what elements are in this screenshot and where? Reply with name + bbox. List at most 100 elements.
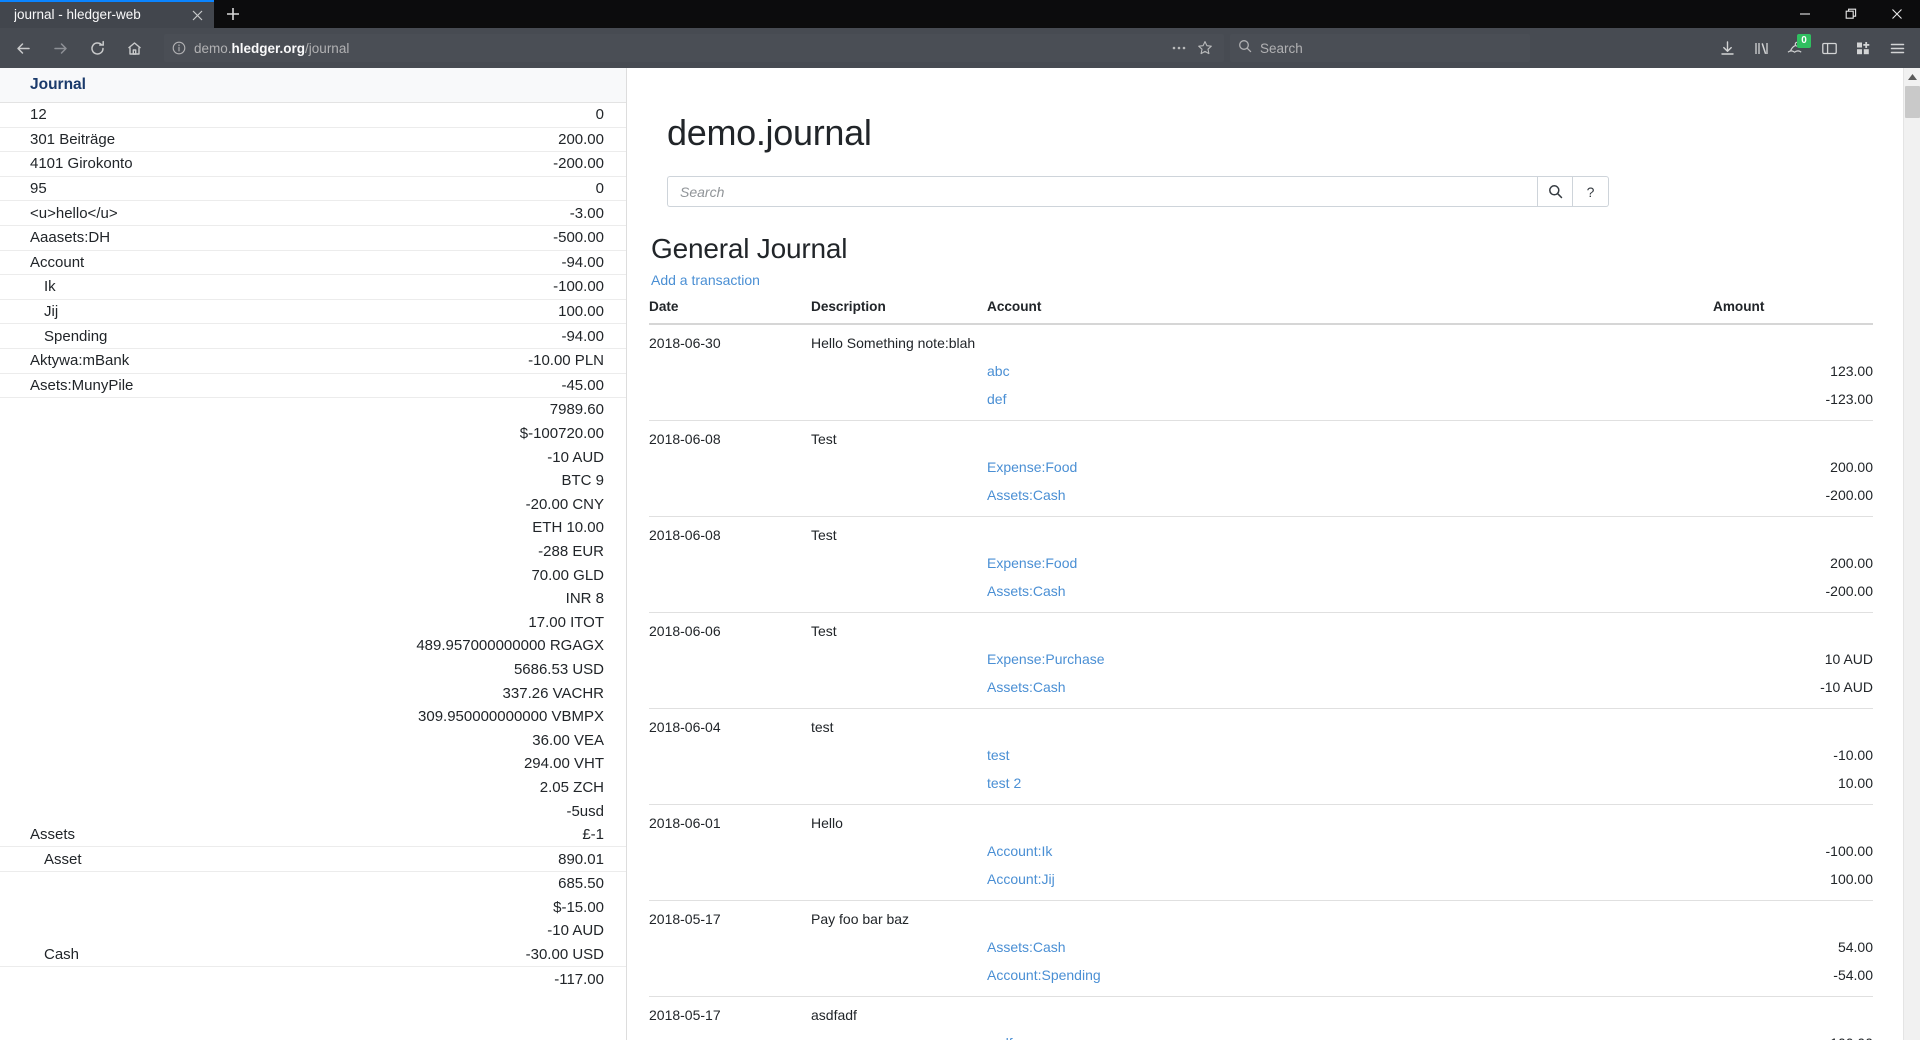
posting-account-link[interactable]: test 2 xyxy=(987,775,1022,791)
account-row[interactable]: -288 EUR xyxy=(0,540,626,564)
posting-account-link[interactable]: Assets:Cash xyxy=(987,487,1066,503)
reload-icon[interactable] xyxy=(80,32,114,64)
account-name[interactable] xyxy=(0,634,243,658)
account-name[interactable]: 12 xyxy=(0,102,244,128)
account-name[interactable] xyxy=(0,658,243,682)
app-menu-icon[interactable] xyxy=(1880,32,1914,64)
account-name[interactable]: Jij xyxy=(0,299,244,325)
account-name[interactable] xyxy=(0,681,243,705)
account-name[interactable]: 95 xyxy=(0,176,244,202)
posting-account-link[interactable]: test xyxy=(987,747,1010,763)
account-row[interactable]: $-15.00 xyxy=(0,896,626,920)
transaction-row[interactable]: 2018-06-30 Hello Something note:blah xyxy=(649,324,1873,357)
account-name[interactable]: Account xyxy=(0,250,244,276)
account-row[interactable]: Aaasets:DH -500.00 xyxy=(0,225,626,251)
account-name[interactable] xyxy=(0,967,243,991)
search-submit-button[interactable] xyxy=(1537,176,1573,207)
account-row[interactable]: -10 AUD xyxy=(0,445,626,469)
account-row[interactable]: Asets:MunyPile -45.00 xyxy=(0,373,626,399)
posting-account-link[interactable]: Expense:Food xyxy=(987,459,1078,475)
account-row[interactable]: -5usd xyxy=(0,799,626,823)
posting-account-link[interactable]: abc xyxy=(987,363,1010,379)
posting-account-link[interactable]: Assets:Cash xyxy=(987,679,1066,695)
posting-account-link[interactable]: ssdf xyxy=(987,1035,1013,1040)
page-scrollbar[interactable] xyxy=(1903,68,1920,1040)
account-name[interactable]: Spending xyxy=(0,323,244,349)
account-row[interactable]: 12 0 xyxy=(0,102,626,128)
transaction-row[interactable]: 2018-05-17 Pay foo bar baz xyxy=(649,901,1873,934)
account-name[interactable]: 4101 Girokonto xyxy=(0,151,244,177)
account-name[interactable] xyxy=(0,896,243,920)
home-icon[interactable] xyxy=(117,32,151,64)
account-name[interactable]: 301 Beiträge xyxy=(0,127,244,153)
posting-row[interactable]: def -123.00 xyxy=(649,385,1873,421)
account-name[interactable]: Asset xyxy=(0,846,244,872)
posting-row[interactable]: Assets:Cash -10 AUD xyxy=(649,673,1873,709)
posting-account-link[interactable]: def xyxy=(987,391,1007,407)
posting-row[interactable]: ssdf 100.00 xyxy=(649,1029,1873,1040)
account-row[interactable]: Jij 100.00 xyxy=(0,299,626,325)
tab-journal[interactable]: journal - hledger-web xyxy=(0,0,214,28)
ellipsis-icon[interactable] xyxy=(1166,36,1192,60)
toolbar-search-box[interactable]: Search xyxy=(1230,34,1530,62)
account-row[interactable]: Assets £-1 xyxy=(0,822,626,848)
account-row[interactable]: 489.957000000000 RGAGX xyxy=(0,634,626,658)
forward-arrow-icon[interactable] xyxy=(43,32,77,64)
account-name[interactable] xyxy=(0,540,243,564)
transaction-row[interactable]: 2018-06-01 Hello xyxy=(649,805,1873,838)
transaction-row[interactable]: 2018-06-08 Test xyxy=(649,517,1873,550)
restore-icon[interactable] xyxy=(1828,0,1874,28)
account-name[interactable] xyxy=(0,493,243,517)
scroll-up-icon[interactable] xyxy=(1904,68,1920,85)
posting-row[interactable]: Assets:Cash 54.00 xyxy=(649,933,1873,961)
search-input[interactable] xyxy=(667,176,1537,207)
transaction-row[interactable]: 2018-05-17 asdfadf xyxy=(649,997,1873,1030)
posting-row[interactable]: test -10.00 xyxy=(649,741,1873,769)
posting-account-link[interactable]: Account:Jij xyxy=(987,871,1055,887)
account-name[interactable] xyxy=(0,705,243,729)
account-row[interactable]: Aktywa:mBank -10.00 PLN xyxy=(0,348,626,374)
posting-row[interactable]: Expense:Food 200.00 xyxy=(649,549,1873,577)
account-name[interactable]: Cash xyxy=(0,942,244,968)
account-row[interactable]: Ik -100.00 xyxy=(0,274,626,300)
account-name[interactable] xyxy=(0,610,243,634)
account-row[interactable]: 70.00 GLD xyxy=(0,563,626,587)
account-row[interactable]: 294.00 VHT xyxy=(0,752,626,776)
account-row[interactable]: 95 0 xyxy=(0,176,626,202)
transaction-row[interactable]: 2018-06-06 Test xyxy=(649,613,1873,646)
posting-row[interactable]: Assets:Cash -200.00 xyxy=(649,577,1873,613)
add-transaction-link[interactable]: Add a transaction xyxy=(651,272,760,288)
account-row[interactable]: 4101 Girokonto -200.00 xyxy=(0,151,626,177)
extensions-grid-icon[interactable] xyxy=(1846,32,1880,64)
account-row[interactable]: 17.00 ITOT xyxy=(0,610,626,634)
account-name[interactable] xyxy=(0,445,243,469)
account-name[interactable] xyxy=(0,872,243,896)
account-row[interactable]: 309.950000000000 VBMPX xyxy=(0,705,626,729)
account-name[interactable] xyxy=(0,469,243,493)
account-name[interactable] xyxy=(0,799,243,823)
window-close-icon[interactable] xyxy=(1874,0,1920,28)
account-row[interactable]: 5686.53 USD xyxy=(0,658,626,682)
account-row[interactable]: -117.00 xyxy=(0,967,626,991)
library-icon[interactable] xyxy=(1744,32,1778,64)
account-name[interactable]: <u>hello</u> xyxy=(0,200,244,226)
account-name[interactable] xyxy=(0,516,243,540)
url-text[interactable]: demo.hledger.org/journal xyxy=(194,41,1166,56)
info-circle-icon[interactable] xyxy=(172,41,186,55)
posting-row[interactable]: Assets:Cash -200.00 xyxy=(649,481,1873,517)
account-row[interactable]: INR 8 xyxy=(0,587,626,611)
account-name[interactable]: Aaasets:DH xyxy=(0,225,244,251)
account-row[interactable]: Cash -30.00 USD xyxy=(0,942,626,968)
sync-reader-icon[interactable]: 0 xyxy=(1778,32,1812,64)
downloads-icon[interactable] xyxy=(1710,32,1744,64)
posting-account-link[interactable]: Account:Ik xyxy=(987,843,1053,859)
account-name[interactable] xyxy=(0,752,243,776)
posting-row[interactable]: abc 123.00 xyxy=(649,357,1873,385)
account-name[interactable] xyxy=(0,563,243,587)
close-icon[interactable] xyxy=(186,4,208,26)
account-name[interactable]: Asets:MunyPile xyxy=(0,373,244,399)
posting-row[interactable]: Expense:Food 200.00 xyxy=(649,453,1873,481)
account-row[interactable]: 36.00 VEA xyxy=(0,728,626,752)
url-bar[interactable]: demo.hledger.org/journal xyxy=(164,34,1224,62)
posting-account-link[interactable]: Assets:Cash xyxy=(987,939,1066,955)
